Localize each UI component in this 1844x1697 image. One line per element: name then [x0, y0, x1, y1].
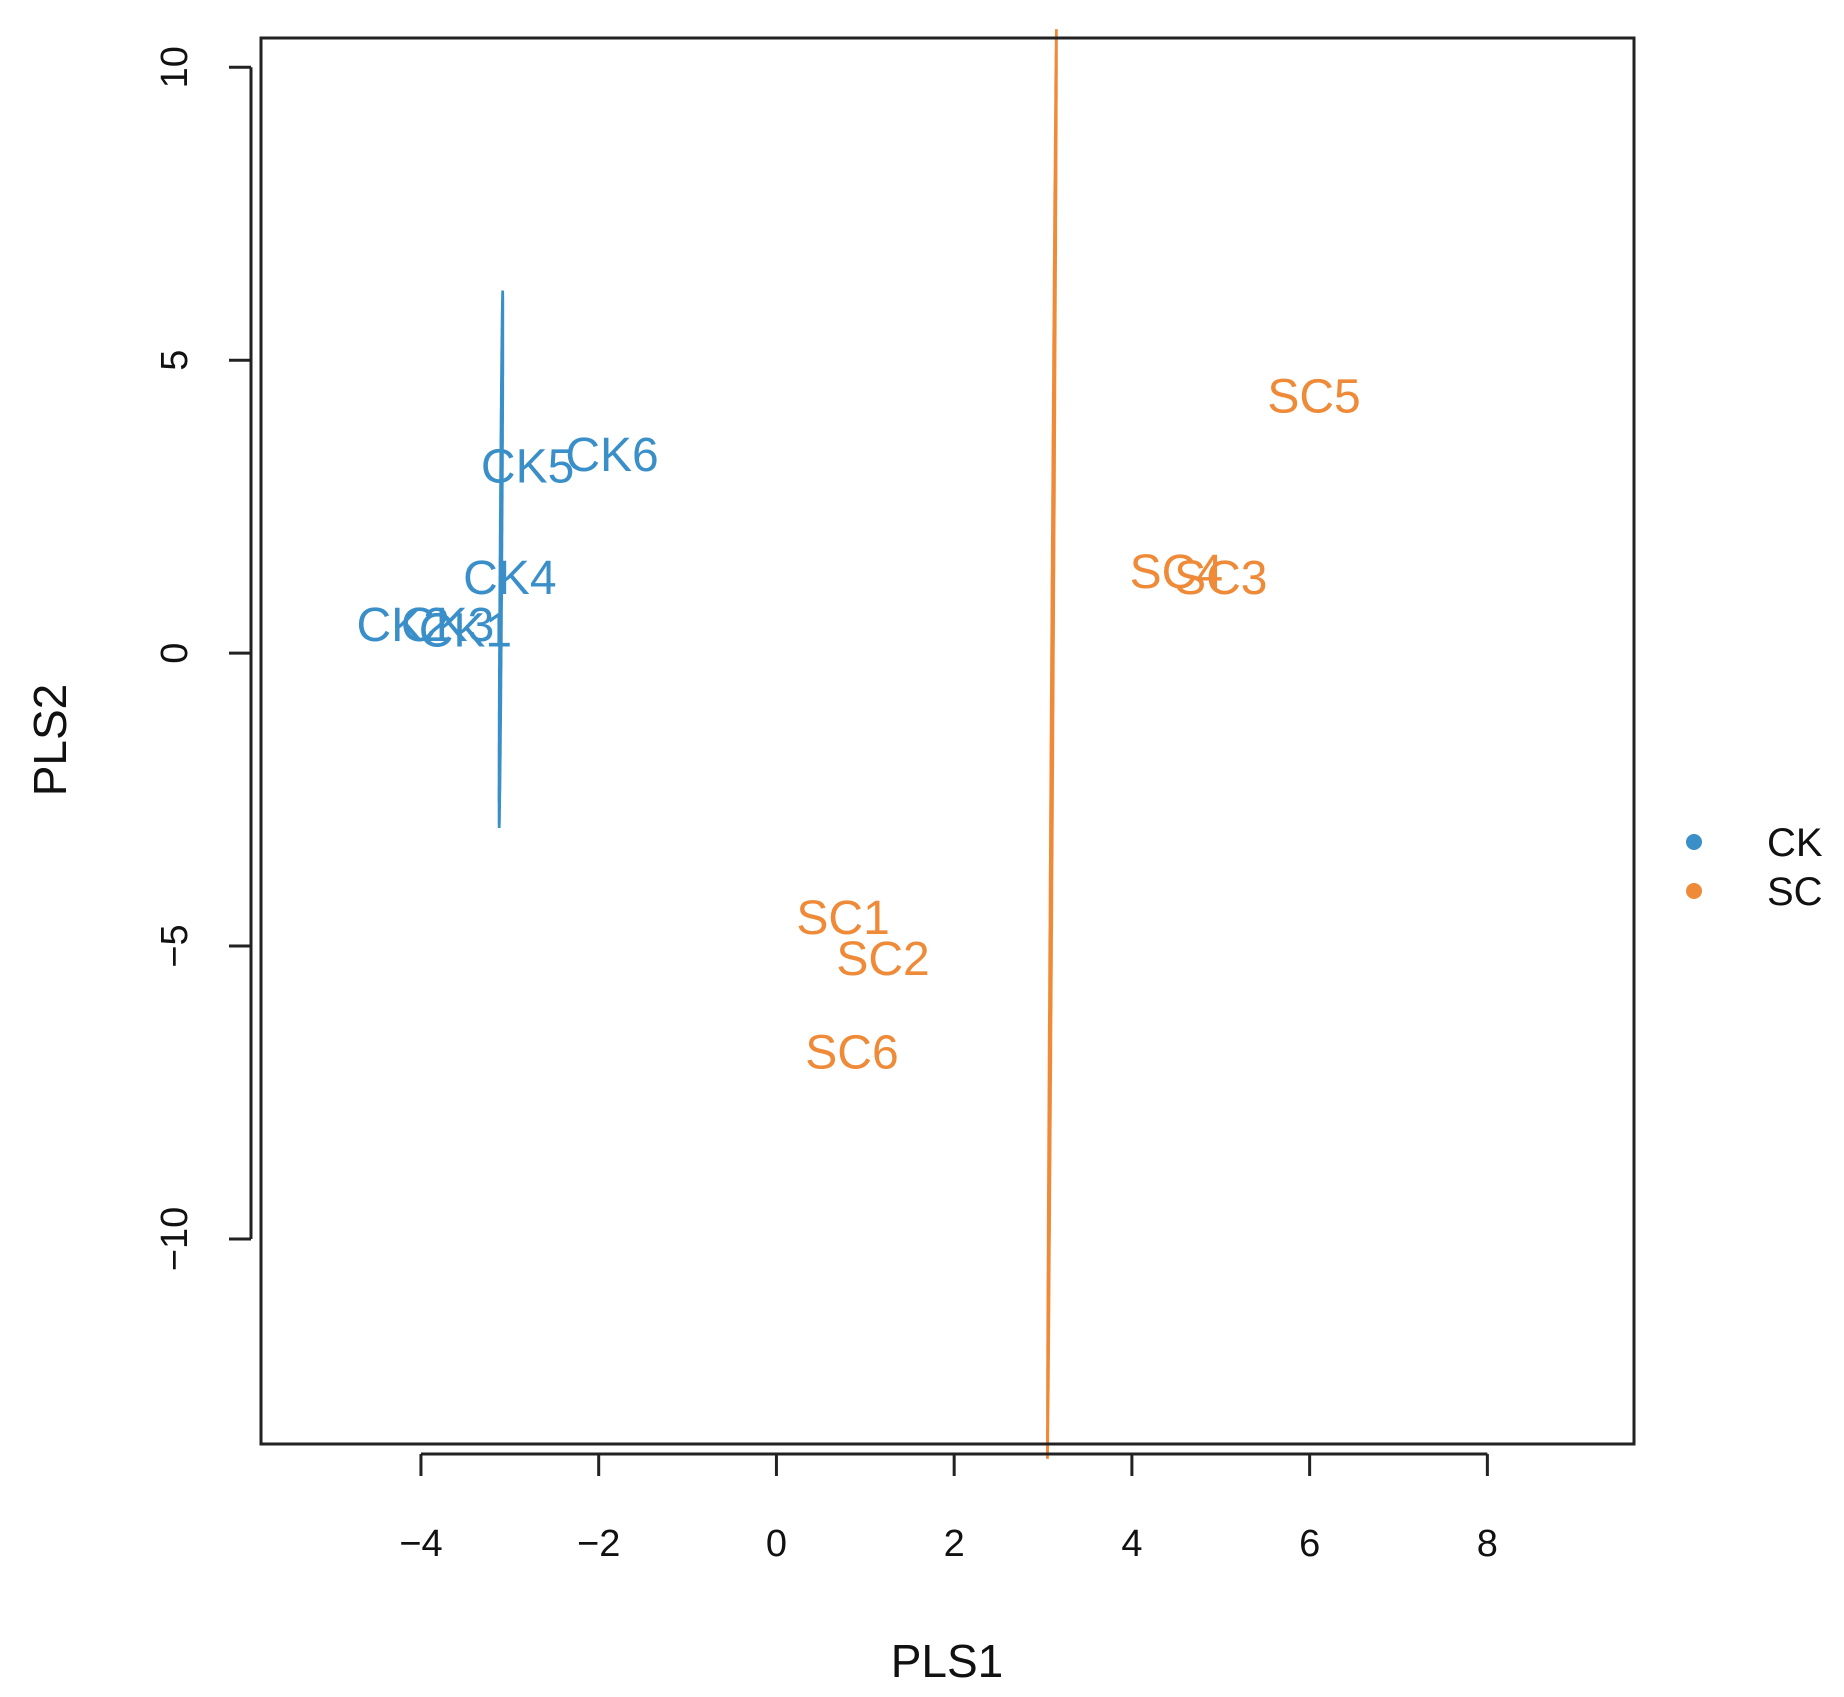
point-label-sc6: SC6	[805, 1026, 898, 1079]
y-axis: −10 −5 0 5 10	[154, 46, 253, 1271]
x-tick-label: 4	[1121, 1523, 1142, 1565]
point-label-ck1: CK1	[419, 605, 512, 658]
legend-marker-sc	[1686, 883, 1702, 899]
x-tick-label: −4	[399, 1523, 442, 1565]
y-axis-title: PLS2	[24, 684, 76, 797]
y-tick-label: 10	[154, 46, 196, 88]
x-tick-label: 6	[1299, 1523, 1320, 1565]
legend-marker-ck	[1686, 834, 1702, 850]
point-label-ck2: CK2	[357, 599, 450, 652]
y-tick-label: −5	[154, 924, 196, 967]
x-axis-title: PLS1	[891, 1635, 1004, 1687]
point-label-ck3: CK3	[401, 599, 494, 652]
legend-label-ck: CK	[1767, 821, 1823, 865]
point-label-sc3: SC3	[1174, 552, 1267, 605]
point-label-ck4: CK4	[463, 552, 556, 605]
point-label-ck6: CK6	[565, 429, 658, 482]
point-label-sc5: SC5	[1267, 370, 1360, 423]
y-tick-label: 5	[154, 350, 196, 371]
y-tick-label: 0	[154, 643, 196, 664]
x-tick-label: 0	[766, 1523, 787, 1565]
legend-label-sc: SC	[1767, 870, 1823, 914]
x-tick-label: −2	[577, 1523, 620, 1565]
x-tick-label: 2	[944, 1523, 965, 1565]
point-label-sc4: SC4	[1130, 546, 1223, 599]
plot-frame	[259, 36, 1636, 1446]
x-tick-label: 8	[1477, 1523, 1498, 1565]
sc-ellipse	[1046, 29, 1058, 1460]
confidence-ellipses	[497, 29, 1058, 1460]
x-axis: −4 −2 0 2 4 6 8	[399, 1452, 1498, 1565]
legend: CK SC	[1686, 821, 1823, 914]
point-label-sc1: SC1	[796, 892, 889, 945]
ck-ellipse	[497, 290, 505, 828]
point-label-sc2: SC2	[836, 933, 929, 986]
point-label-ck5: CK5	[481, 441, 574, 494]
y-tick-label: −10	[154, 1207, 196, 1271]
